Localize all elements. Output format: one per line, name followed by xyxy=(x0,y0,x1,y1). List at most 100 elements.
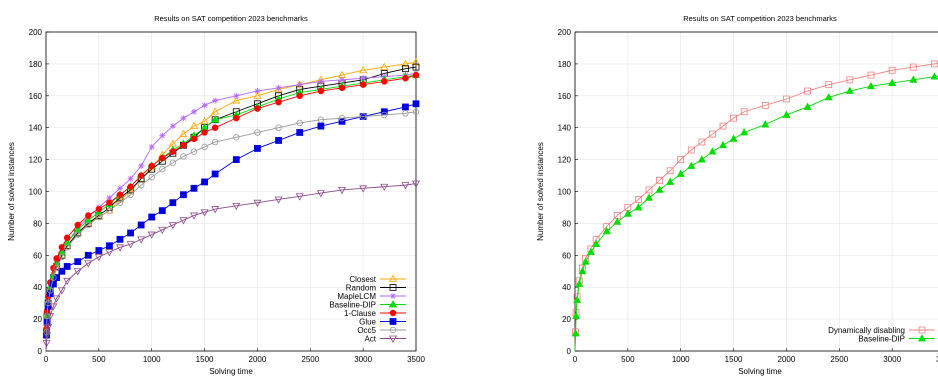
data-point xyxy=(148,143,155,150)
data-point xyxy=(909,75,918,83)
data-point xyxy=(317,116,325,123)
data-point xyxy=(254,105,261,112)
data-point xyxy=(296,92,303,99)
data-point xyxy=(191,108,197,115)
x-tick-label: 3000 xyxy=(883,355,901,364)
data-point xyxy=(677,156,685,164)
data-point xyxy=(74,258,82,266)
data-point xyxy=(317,122,325,130)
data-point xyxy=(84,260,93,268)
x-tick-label: 1000 xyxy=(672,355,690,364)
data-point xyxy=(200,209,209,217)
y-tick-label: 200 xyxy=(558,28,572,37)
data-point xyxy=(360,75,367,82)
data-point xyxy=(719,140,727,149)
data-point xyxy=(211,124,219,131)
data-point xyxy=(190,135,198,143)
data-point xyxy=(233,92,240,99)
data-point xyxy=(74,221,81,229)
data-point xyxy=(761,101,769,109)
data-point xyxy=(586,247,595,256)
chart-title: Results on SAT competition 2023 benchmar… xyxy=(683,14,837,23)
legend-marker xyxy=(389,309,397,317)
data-point xyxy=(274,196,283,204)
x-tick-label: 500 xyxy=(621,355,635,364)
data-point xyxy=(211,170,219,178)
data-point xyxy=(190,121,198,130)
data-point xyxy=(275,98,282,106)
data-point xyxy=(180,115,187,122)
data-point xyxy=(73,225,82,233)
data-point xyxy=(317,78,324,85)
data-point xyxy=(43,332,52,340)
data-point xyxy=(44,324,53,332)
data-point xyxy=(58,244,66,251)
data-point xyxy=(74,231,81,238)
legend-label: Dynamically disabling xyxy=(828,326,905,335)
data-point xyxy=(180,142,187,149)
data-point xyxy=(233,114,240,122)
data-point xyxy=(179,129,188,137)
data-point xyxy=(575,279,584,287)
data-point xyxy=(49,303,58,311)
x-tick-label: 1500 xyxy=(196,355,214,364)
data-point xyxy=(573,295,582,303)
data-point xyxy=(158,226,167,235)
data-point xyxy=(275,124,282,131)
y-tick-label: 160 xyxy=(558,92,572,101)
data-point xyxy=(73,268,82,276)
y-tick-label: 40 xyxy=(33,283,42,292)
data-point xyxy=(740,108,748,116)
data-point xyxy=(116,244,124,252)
data-point xyxy=(697,155,706,163)
data-point xyxy=(201,129,208,136)
data-point xyxy=(169,159,177,166)
data-point xyxy=(106,194,113,201)
series-dynamically-disabling xyxy=(572,60,938,352)
data-point xyxy=(402,110,409,117)
x-tick-label: 2500 xyxy=(301,355,319,364)
data-point xyxy=(803,102,812,110)
data-point xyxy=(380,183,389,192)
series-1-clause xyxy=(43,71,420,352)
data-point xyxy=(253,91,262,99)
data-point xyxy=(138,162,145,169)
x-axis-label: Solving time xyxy=(209,367,253,376)
data-point xyxy=(58,267,66,275)
data-point xyxy=(338,187,346,195)
legend-marker xyxy=(389,274,397,282)
data-point xyxy=(211,107,220,115)
data-point xyxy=(867,71,875,79)
data-point xyxy=(254,145,261,152)
data-point xyxy=(740,128,749,136)
x-tick-label: 2000 xyxy=(249,355,267,364)
data-point xyxy=(339,76,345,83)
y-tick-label: 60 xyxy=(562,251,571,260)
data-point xyxy=(127,175,134,182)
data-point xyxy=(708,147,717,155)
data-point xyxy=(931,60,938,68)
legend-label: Closest xyxy=(349,275,376,284)
data-point xyxy=(63,244,71,251)
data-point xyxy=(127,183,134,190)
legend-label: Baseline-DIP xyxy=(858,335,905,344)
data-point xyxy=(888,78,897,86)
series-line xyxy=(45,111,417,352)
x-tick-label: 3500 xyxy=(936,355,938,364)
data-point xyxy=(201,143,208,151)
data-point xyxy=(127,191,134,198)
data-point xyxy=(148,173,155,181)
data-point xyxy=(190,184,198,192)
data-point xyxy=(253,199,262,207)
legend-marker xyxy=(918,326,926,334)
data-point xyxy=(169,123,176,130)
data-point xyxy=(845,86,854,94)
data-point xyxy=(85,221,92,229)
data-point xyxy=(44,299,52,307)
data-point xyxy=(846,76,854,84)
data-point xyxy=(412,108,420,115)
legend-label: Act xyxy=(364,335,376,344)
data-point xyxy=(613,217,622,225)
data-point xyxy=(42,340,51,348)
